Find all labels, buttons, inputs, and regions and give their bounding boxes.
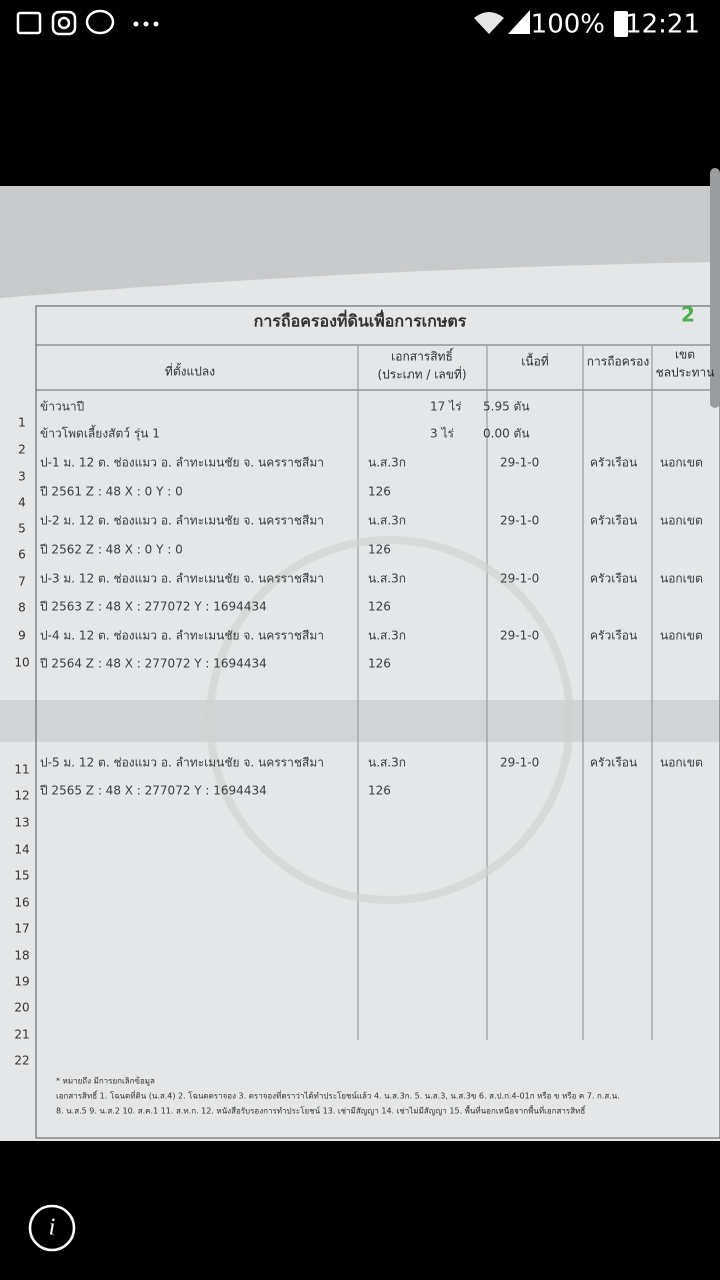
header-irrigation: เขต: [675, 348, 695, 362]
cell-tenure: ครัวเรือน: [590, 756, 637, 770]
battery-level: 100%: [531, 10, 605, 40]
cell-document: 126: [368, 784, 391, 798]
cell-document: 126: [368, 485, 391, 499]
cell-location: ปี 2564 Z : 48 X : 277072 Y : 1694434: [39, 657, 266, 671]
status-icons: [16, 9, 115, 36]
row-number: 20: [14, 1001, 29, 1015]
cell-document: น.ส.3ก: [368, 629, 406, 643]
info-button[interactable]: i: [28, 1204, 76, 1252]
cell-document: 126: [368, 600, 391, 614]
cell-area: 29-1-0: [500, 629, 539, 643]
header-irrigation-sub: ชลประทาน: [656, 366, 715, 380]
cell-document: 126: [368, 543, 391, 557]
row-number: 13: [14, 816, 29, 830]
row-number: 6: [18, 548, 26, 562]
cell-document: 126: [368, 657, 391, 671]
header-document: เอกสารสิทธิ์: [391, 348, 454, 364]
cell-area: 29-1-0: [500, 756, 539, 770]
cell-document: 3 ไร่: [430, 427, 454, 441]
cell-document: น.ส.3ก: [368, 756, 406, 770]
cell-area: 29-1-0: [500, 456, 539, 470]
cell-location: ข้าวโพดเลี้ยงสัตว์ รุ่น 1: [40, 425, 160, 442]
cell-irrigation: นอกเขต: [660, 514, 703, 528]
row-number: 9: [18, 629, 26, 643]
cell-tenure: ครัวเรือน: [590, 572, 637, 586]
footnote: * หมายถึง มีการยกเลิกข้อมูล: [56, 1077, 155, 1087]
legend-line: 8. น.ส.5 9. น.ส.2 10. ส.ค.1 11. ส.ท.ก. 1…: [56, 1105, 587, 1116]
row-number: 22: [14, 1054, 29, 1068]
cell-area: 29-1-0: [500, 572, 539, 586]
cell-document: น.ส.3ก: [368, 456, 406, 470]
cell-irrigation: นอกเขต: [660, 629, 703, 643]
cell-tenure: ครัวเรือน: [590, 629, 637, 643]
row-number: 4: [18, 496, 26, 510]
cell-tenure: ครัวเรือน: [590, 514, 637, 528]
row-number: 18: [14, 949, 29, 963]
header-location: ที่ตั้งแปลง: [165, 363, 215, 379]
cell-area: 5.95 ตัน: [483, 400, 530, 414]
row-number: 5: [18, 522, 26, 536]
cell-area: 29-1-0: [500, 514, 539, 528]
row-number: 10: [14, 656, 29, 670]
cell-document: น.ส.3ก: [368, 572, 406, 586]
photo: [0, 168, 720, 1141]
row-number: 11: [14, 763, 29, 777]
svg-text:i: i: [49, 1215, 56, 1241]
document-title: การถือครองที่ดินเพื่อการเกษตร: [254, 310, 467, 331]
row-number: 3: [18, 470, 26, 484]
legend-line: เอกสารสิทธิ์ 1. โฉนดที่ดิน (น.ส.4) 2. โฉ…: [56, 1090, 620, 1101]
row-number: 17: [14, 922, 29, 936]
cell-location: ป-3 ม. 12 ต. ช่องแมว อ. ลำทะเมนชัย จ. นค…: [40, 572, 324, 586]
cell-document: น.ส.3ก: [368, 514, 406, 528]
overflow-dots: [133, 10, 628, 37]
header-document-sub: (ประเภท / เลขที่): [377, 366, 466, 382]
row-number: 19: [14, 975, 29, 989]
cell-location: ปี 2563 Z : 48 X : 277072 Y : 1694434: [39, 600, 266, 614]
cell-area: 0.00 ตัน: [483, 427, 530, 441]
cell-location: ปี 2562 Z : 48 X : 0 Y : 0: [39, 543, 182, 557]
row-number: 7: [18, 575, 26, 589]
header-tenure: การถือครอง: [587, 355, 649, 369]
page-number: 2: [681, 303, 695, 327]
cell-document: 17 ไร่: [430, 400, 462, 414]
row-number: 16: [14, 896, 29, 910]
row-number: 15: [14, 869, 29, 883]
cell-location: ป-2 ม. 12 ต. ช่องแมว อ. ลำทะเมนชัย จ. นค…: [40, 514, 324, 528]
cell-location: ป-1 ม. 12 ต. ช่องแมว อ. ลำทะเมนชัย จ. นค…: [40, 456, 324, 470]
row-number: 8: [18, 601, 26, 615]
cell-location: ป-5 ม. 12 ต. ช่องแมว อ. ลำทะเมนชัย จ. นค…: [40, 756, 324, 770]
cell-irrigation: นอกเขต: [660, 572, 703, 586]
cell-location: ป-4 ม. 12 ต. ช่องแมว อ. ลำทะเมนชัย จ. นค…: [40, 629, 324, 643]
row-number: 14: [14, 843, 29, 857]
cell-irrigation: นอกเขต: [660, 756, 703, 770]
row-number: 21: [14, 1028, 29, 1042]
row-number: 12: [14, 789, 29, 803]
clock: 12:21: [625, 10, 700, 40]
row-number: 1: [18, 416, 26, 430]
cell-location: ข้าวนาปี: [40, 400, 84, 414]
header-area: เนื้อที่: [521, 353, 549, 369]
cell-location: ปี 2561 Z : 48 X : 0 Y : 0: [39, 485, 182, 499]
cell-location: ปี 2565 Z : 48 X : 277072 Y : 1694434: [39, 784, 266, 798]
cell-tenure: ครัวเรือน: [590, 456, 637, 470]
cell-irrigation: นอกเขต: [660, 456, 703, 470]
row-number: 2: [18, 443, 26, 457]
